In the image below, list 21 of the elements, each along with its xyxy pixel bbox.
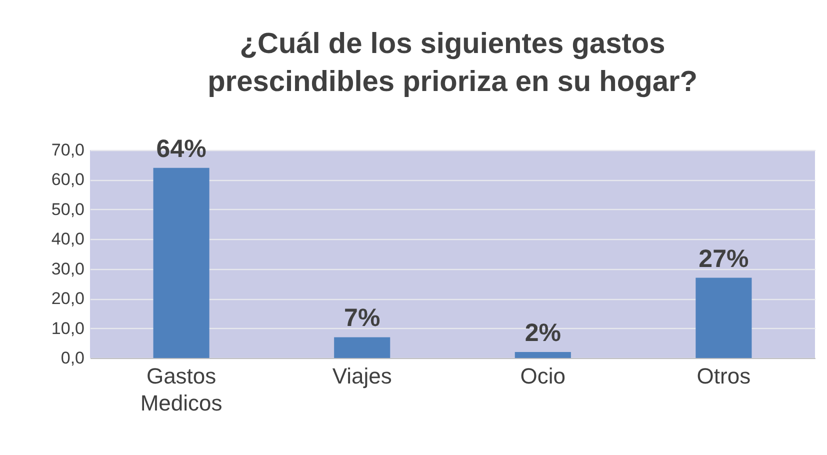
data-label: 64% <box>156 134 206 163</box>
y-tick-label: 70,0 <box>51 140 84 160</box>
data-label: 2% <box>524 319 561 348</box>
y-tick-label: 40,0 <box>51 230 84 249</box>
data-label: 7% <box>344 304 380 332</box>
bar <box>153 168 210 358</box>
bar <box>514 352 571 358</box>
data-label: 27% <box>698 244 749 273</box>
y-tick-label: 0,0 <box>60 348 84 368</box>
y-tick-label: 30,0 <box>51 259 84 278</box>
bar <box>696 278 752 358</box>
y-tick-label: 60,0 <box>51 170 84 190</box>
x-tick-label: Gastos Medicos <box>140 364 222 416</box>
y-tick-label: 50,0 <box>51 200 84 219</box>
y-tick-label: 20,0 <box>51 289 84 308</box>
x-tick-label: Ocio <box>520 364 566 388</box>
chart-title: ¿Cuál de los siguientes gastos prescindibles prioriza en su hogar? <box>208 28 698 98</box>
x-tick-label: Viajes <box>332 364 392 388</box>
bar <box>334 337 390 358</box>
y-tick-label: 10,0 <box>51 318 84 338</box>
x-tick-label: Otros <box>696 364 751 388</box>
